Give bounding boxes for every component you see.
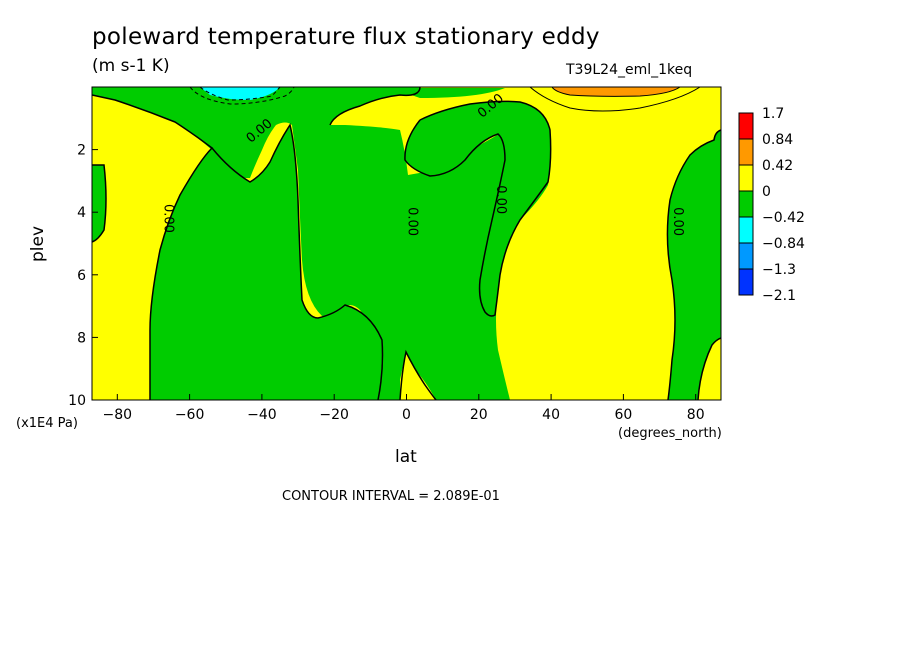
chart-units: (m s-1 K) bbox=[92, 56, 170, 76]
colorbar-label: −2.1 bbox=[762, 288, 796, 304]
negative-region-left-edge bbox=[92, 165, 106, 242]
colorbar: 1.7 0.84 0.42 0 −0.42 −0.84 −1.3 −2.1 bbox=[738, 106, 805, 304]
colorbar-swatch bbox=[738, 164, 754, 192]
colorbar-label: 0.42 bbox=[762, 158, 793, 174]
y-tick-label: 8 bbox=[77, 330, 86, 346]
negative-region-southern bbox=[92, 87, 551, 400]
x-axis: −80 −60 −40 −20 0 20 40 60 80 bbox=[103, 394, 705, 423]
chart-title: poleward temperature flux stationary edd… bbox=[92, 24, 600, 50]
x-tick-label: −40 bbox=[247, 407, 277, 423]
y-tick-label: 10 bbox=[68, 393, 86, 409]
positive-extreme-upper bbox=[552, 87, 680, 97]
colorbar-label: 0.84 bbox=[762, 132, 793, 148]
y-tick-label: 4 bbox=[77, 205, 86, 221]
x-tick-label: −20 bbox=[319, 407, 349, 423]
contour-negative-upper bbox=[189, 87, 295, 105]
colorbar-label: −1.3 bbox=[762, 262, 796, 278]
y-axis-units: (x1E4 Pa) bbox=[16, 416, 78, 431]
x-tick-label: 60 bbox=[614, 407, 632, 423]
colorbar-label: −0.42 bbox=[762, 210, 805, 226]
colorbar-swatch bbox=[738, 190, 754, 218]
run-id: T39L24_eml_1keq bbox=[566, 62, 693, 78]
colorbar-swatch bbox=[738, 268, 754, 296]
zero-contour-southern bbox=[92, 94, 214, 400]
y-tick-label: 2 bbox=[77, 143, 86, 159]
x-tick-label: 20 bbox=[470, 407, 488, 423]
x-axis-units: (degrees_north) bbox=[618, 426, 722, 441]
x-axis-label: lat bbox=[395, 447, 417, 467]
x-tick-label: −80 bbox=[103, 407, 133, 423]
colorbar-swatch bbox=[738, 242, 754, 270]
negative-region-tropical-tongue bbox=[404, 101, 551, 316]
colorbar-label: 0 bbox=[762, 184, 771, 200]
y-axis: 2 4 6 8 10 bbox=[68, 143, 98, 409]
contour-positive-upper-inner bbox=[551, 87, 681, 97]
zero-contour-northern-edge bbox=[697, 337, 721, 400]
contour-positive-upper bbox=[529, 87, 701, 112]
zero-contour-left-edge bbox=[92, 164, 107, 243]
colorbar-swatch bbox=[738, 216, 754, 244]
negative-extreme-upper bbox=[200, 87, 280, 100]
negative-region-northern bbox=[667, 130, 721, 400]
zero-contour-equator bbox=[399, 349, 437, 400]
contour-fill-layer bbox=[92, 87, 721, 400]
contour-interval: CONTOUR INTERVAL = 2.089E-01 bbox=[282, 489, 500, 504]
contour-label: 0.00 bbox=[404, 207, 419, 236]
x-tick-label: 80 bbox=[687, 407, 705, 423]
zero-contour-lines bbox=[92, 87, 721, 400]
contour-label: 0.00 bbox=[160, 204, 175, 233]
zero-contour-tongue bbox=[404, 100, 552, 317]
contour-label: 0.00 bbox=[493, 185, 508, 214]
x-tick-label: 0 bbox=[402, 407, 411, 423]
zero-contour-upper bbox=[329, 87, 421, 126]
negative-region-southern-body bbox=[150, 125, 383, 400]
zero-contour-northern bbox=[666, 129, 721, 400]
zero-contour-south-mid bbox=[211, 123, 384, 400]
contour-negative-upper-inner bbox=[199, 87, 281, 101]
x-tick-label: 40 bbox=[542, 407, 560, 423]
colorbar-swatch bbox=[738, 112, 754, 140]
y-tick-label: 6 bbox=[77, 268, 86, 284]
colorbar-swatch bbox=[738, 138, 754, 166]
colorbar-label: −0.84 bbox=[762, 236, 805, 252]
contour-label: 0.00 bbox=[670, 207, 685, 236]
x-tick-label: −60 bbox=[175, 407, 205, 423]
colorbar-label: 1.7 bbox=[762, 106, 784, 122]
